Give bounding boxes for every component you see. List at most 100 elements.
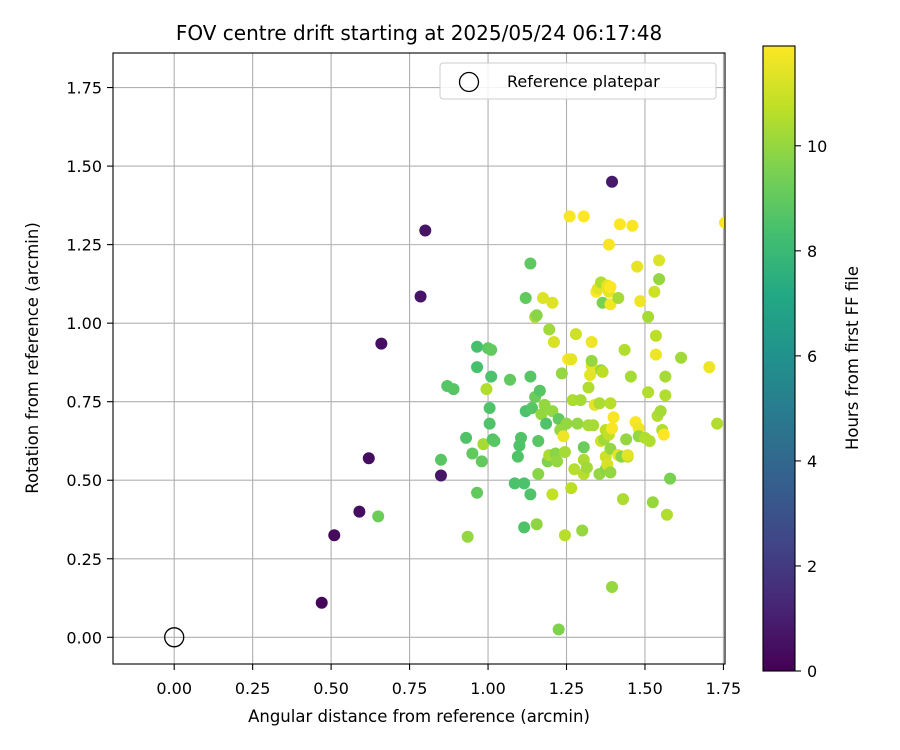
data-point: [569, 328, 582, 341]
data-point: [606, 422, 619, 435]
data-point: [703, 361, 716, 374]
data-point: [612, 292, 625, 305]
data-point: [582, 381, 595, 394]
data-point: [587, 419, 600, 432]
data-point: [660, 508, 673, 521]
colorbar-tick-label: 8: [807, 242, 817, 261]
data-point: [536, 292, 549, 305]
colorbar-ticks: 0 2 4 6 8 10: [795, 137, 827, 681]
data-point: [634, 295, 647, 308]
data-point: [613, 218, 626, 231]
data-point: [577, 441, 590, 454]
reference-marker-layer: [164, 627, 185, 648]
data-point: [519, 292, 532, 305]
legend: Reference platepar: [439, 62, 717, 100]
data-point: [530, 518, 543, 531]
grid-lines: [113, 53, 725, 664]
x-tick-label: 1.50: [627, 679, 663, 698]
y-axis-ticks: 0.00 0.25 0.50 0.75 1.00 1.25 1.50 1.75: [66, 79, 113, 647]
data-point: [515, 431, 527, 444]
data-point: [719, 216, 725, 229]
data-point: [483, 417, 496, 430]
data-point: [711, 417, 724, 430]
y-axis-label: Rotation from reference (arcmin): [23, 222, 42, 494]
data-point: [461, 530, 474, 543]
data-point: [584, 368, 597, 381]
data-point: [657, 428, 670, 441]
data-point: [577, 210, 590, 223]
data-point: [551, 455, 564, 468]
data-point: [546, 488, 559, 501]
data-point: [585, 354, 598, 367]
reference-platepar-marker: [164, 627, 185, 648]
x-tick-label: 1.00: [470, 679, 506, 698]
data-point: [620, 433, 633, 446]
data-point: [649, 329, 662, 342]
colorbar-tick-label: 6: [807, 347, 817, 366]
data-point: [659, 370, 672, 383]
x-tick-label: 1.75: [706, 679, 742, 698]
data-point: [563, 210, 576, 223]
data-point: [560, 417, 573, 430]
data-point: [642, 386, 655, 399]
data-point: [414, 290, 427, 303]
data-point: [546, 296, 559, 309]
legend-marker-hollow-circle: [458, 71, 480, 93]
data-point: [626, 219, 639, 232]
data-point: [353, 505, 366, 518]
data-point: [617, 493, 629, 506]
data-point: [618, 343, 631, 356]
y-tick-label: 1.50: [66, 157, 102, 176]
legend-box: [439, 62, 717, 100]
data-point: [483, 401, 496, 414]
data-point: [518, 477, 531, 490]
data-point: [375, 337, 388, 350]
data-point: [511, 450, 524, 463]
data-point: [607, 411, 620, 424]
data-point: [558, 529, 571, 542]
chart-title: FOV centre drift starting at 2025/05/24 …: [176, 21, 662, 45]
data-point: [606, 581, 619, 594]
data-point: [675, 351, 688, 364]
data-point: [533, 384, 546, 397]
data-point: [547, 336, 560, 349]
data-point: [664, 472, 677, 485]
data-point: [362, 452, 375, 465]
data-point: [555, 367, 568, 380]
data-point: [604, 397, 617, 410]
data-point: [477, 438, 490, 451]
data-point: [602, 238, 615, 251]
data-point: [643, 434, 656, 447]
data-point: [565, 482, 578, 495]
data-point: [593, 397, 606, 410]
y-tick-label: 1.00: [66, 314, 102, 333]
data-point: [585, 336, 598, 349]
data-point: [631, 260, 644, 273]
x-tick-label: 1.25: [549, 679, 585, 698]
data-point: [485, 370, 498, 383]
data-point: [646, 496, 659, 509]
data-point: [654, 405, 667, 418]
data-point: [571, 417, 584, 430]
data-point: [558, 445, 571, 458]
data-point: [540, 417, 553, 430]
data-point: [524, 370, 537, 383]
data-point: [535, 408, 548, 421]
x-axis-ticks: 0.00 0.25 0.50 0.75 1.00 1.25 1.50 1.75: [156, 664, 741, 698]
y-tick-label: 1.25: [66, 236, 102, 255]
data-point: [653, 254, 666, 267]
x-tick-label: 0.25: [235, 679, 271, 698]
colorbar-tick-label: 0: [807, 662, 817, 681]
data-point: [565, 353, 578, 366]
data-point: [504, 373, 517, 386]
data-point: [524, 257, 537, 270]
data-point: [621, 449, 634, 462]
data-point: [576, 524, 589, 537]
data-point: [596, 365, 609, 378]
data-point: [649, 348, 662, 361]
data-point: [447, 383, 460, 396]
data-point: [606, 175, 619, 188]
data-point: [434, 469, 447, 482]
data-point: [315, 596, 328, 609]
x-tick-label: 0.50: [313, 679, 349, 698]
